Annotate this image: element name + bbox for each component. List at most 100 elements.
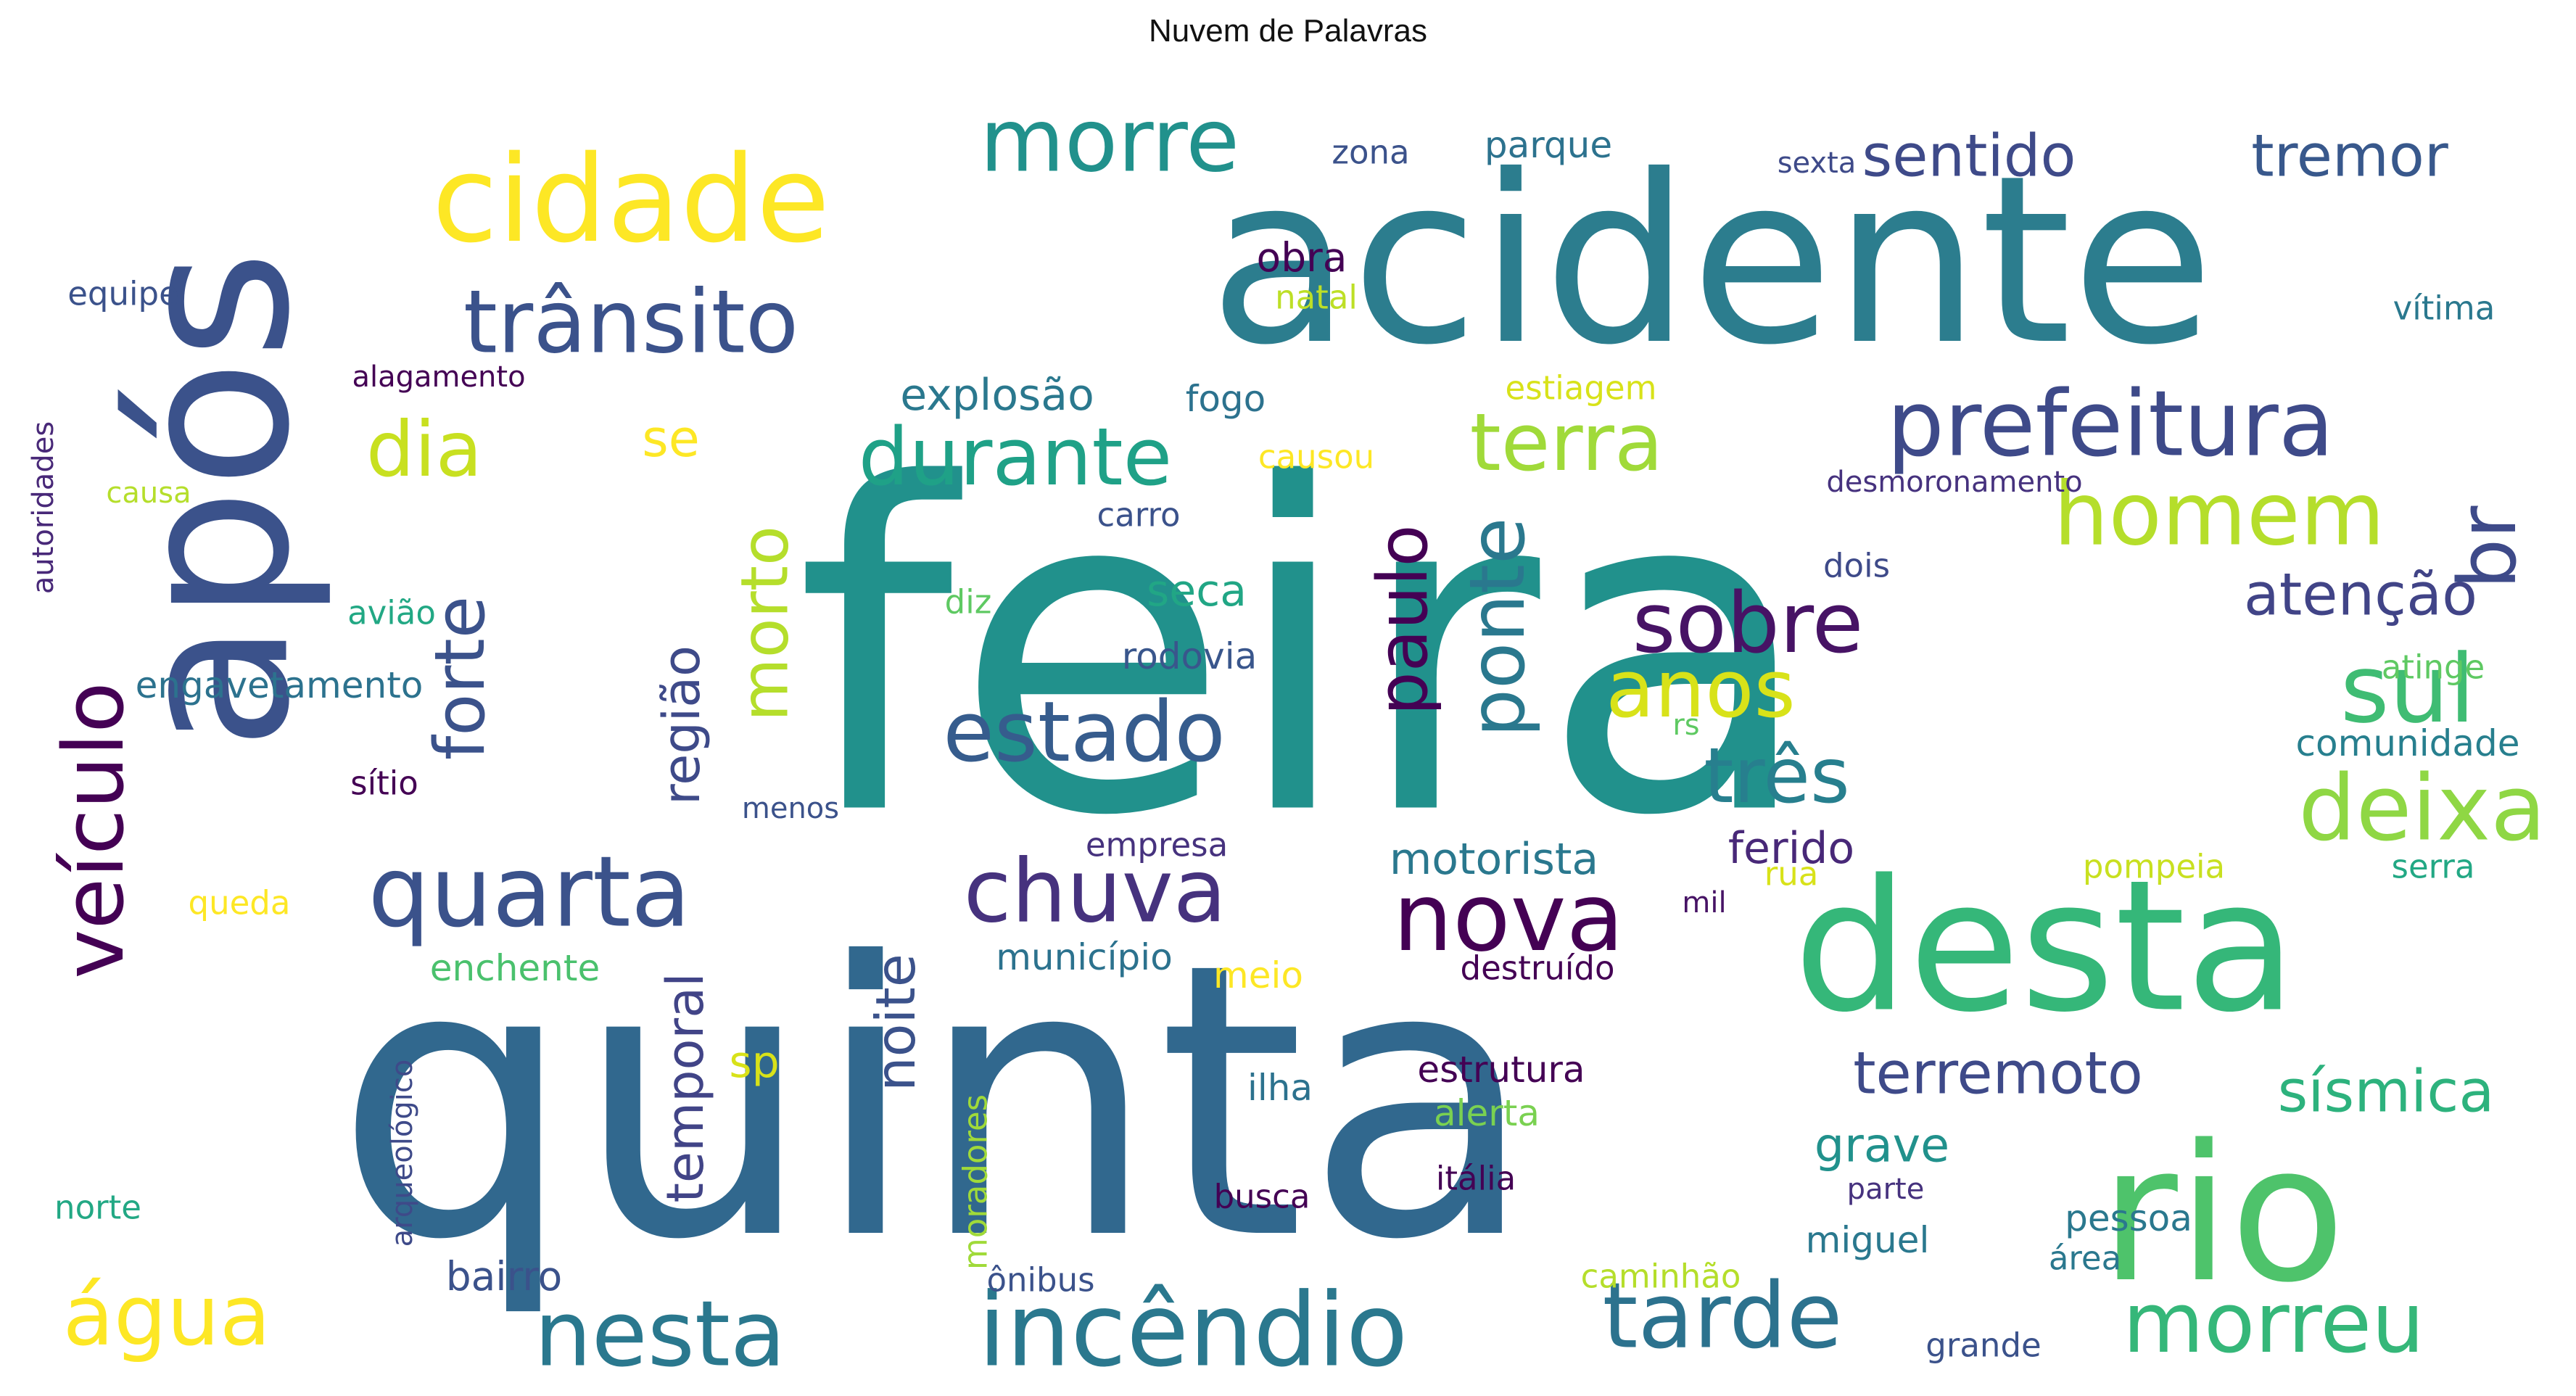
word-49: estiagem [1506, 369, 1657, 408]
word-39: explosão [900, 370, 1094, 421]
word-41: natal [1275, 278, 1358, 317]
word-1: feira [796, 392, 1816, 914]
word-15: veículo [46, 682, 143, 978]
word-10: prefeitura [1887, 372, 2334, 477]
word-36: sentido [1862, 123, 2076, 190]
word-8: trânsito [463, 273, 798, 373]
word-83: sp [729, 1037, 779, 1088]
word-31: nesta [534, 1282, 786, 1387]
word-77: enchente [430, 947, 600, 989]
word-47: alagamento [352, 360, 525, 394]
word-65: sítio [350, 764, 418, 803]
word-57: diz [945, 583, 992, 621]
word-93: itália [1436, 1160, 1516, 1198]
word-26: homem [2053, 465, 2385, 566]
word-70: queda [189, 884, 291, 922]
word-18: nova [1393, 862, 1625, 972]
word-6: rio [2100, 1105, 2345, 1324]
word-46: vítima [2393, 289, 2496, 328]
word-68: motorista [1390, 834, 1598, 885]
word-67: empresa [1086, 826, 1228, 864]
word-24: anos [1606, 643, 1796, 735]
word-29: sul [2340, 634, 2475, 744]
word-5: desta [1793, 841, 2297, 1052]
word-71: pompeia [2083, 848, 2225, 886]
word-81: terremoto [1853, 1040, 2143, 1107]
word-64: comunidade [2296, 722, 2520, 764]
word-95: pessoa [2065, 1197, 2192, 1239]
word-92: busca [1214, 1178, 1310, 1216]
word-54: desmoronamento [1826, 466, 2082, 499]
word-32: incêndio [978, 1272, 1408, 1390]
word-35: água [63, 1268, 271, 1365]
word-55: seca [1147, 566, 1247, 616]
word-13: dia [366, 405, 482, 494]
word-14: quarta [368, 835, 690, 949]
word-44: sexta [1778, 146, 1857, 180]
word-58: avião [347, 594, 436, 632]
word-43: parque [1485, 124, 1612, 166]
word-98: ônibus [986, 1261, 1094, 1300]
word-16: forte [421, 596, 500, 760]
word-28: atenção [2244, 561, 2477, 629]
word-37: tremor [2251, 123, 2448, 190]
word-50: causou [1258, 438, 1374, 476]
word-25: três [1704, 732, 1849, 820]
word-72: serra [2392, 848, 2475, 886]
word-62: região [652, 645, 711, 805]
word-73: temporal [656, 972, 715, 1202]
word-89: grave [1815, 1119, 1949, 1173]
word-45: equipe [67, 275, 179, 313]
word-85: moradores [957, 1094, 995, 1270]
word-33: tarde [1602, 1264, 1842, 1369]
word-51: autoridades [27, 421, 60, 594]
word-3: acidente [1209, 126, 2214, 396]
word-7: cidade [432, 130, 830, 269]
word-40: obra [1257, 234, 1347, 281]
word-9: morre [980, 91, 1239, 192]
word-63: rs [1672, 709, 1699, 742]
word-76: mil [1682, 886, 1726, 920]
word-11: durante [859, 410, 1173, 503]
word-22: ponte [1453, 517, 1542, 737]
word-60: engavetamento [136, 664, 424, 706]
word-53: carro [1097, 496, 1180, 534]
word-100: grande [1925, 1326, 2041, 1365]
word-88: alerta [1434, 1092, 1540, 1134]
word-30: deixa [2298, 756, 2546, 862]
word-66: menos [742, 792, 839, 825]
word-61: atinge [2382, 648, 2485, 687]
word-21: paulo [1363, 524, 1443, 715]
word-19: estado [943, 684, 1226, 781]
word-74: noite [864, 954, 928, 1091]
word-94: miguel [1806, 1219, 1930, 1261]
word-17: chuva [964, 842, 1227, 943]
word-86: ilha [1247, 1067, 1313, 1109]
word-90: parte [1847, 1173, 1925, 1206]
page-title: Nuvem de Palavras [1149, 13, 1427, 49]
word-91: norte [54, 1189, 141, 1227]
word-42: zona [1332, 133, 1409, 172]
word-59: rodovia [1122, 635, 1258, 677]
word-69: ferido [1728, 823, 1854, 874]
word-12: terra [1470, 396, 1664, 489]
word-78: município [996, 936, 1173, 978]
word-4: após [92, 250, 337, 751]
word-80: destruído [1461, 949, 1615, 988]
word-99: caminhão [1581, 1257, 1741, 1296]
word-79: meio [1213, 954, 1303, 996]
word-48: fogo [1186, 378, 1266, 420]
word-96: área [2049, 1239, 2121, 1278]
word-75: rua [1764, 855, 1819, 893]
word-34: morreu [2123, 1275, 2424, 1372]
word-2: quinta [335, 883, 1536, 1322]
word-84: arqueológico [386, 1060, 419, 1247]
word-38: se [642, 409, 700, 468]
word-20: morto [727, 526, 804, 722]
word-23: sobre [1632, 575, 1864, 672]
word-27: br [2441, 505, 2534, 590]
word-97: bairro [446, 1253, 563, 1300]
word-87: estrutura [1417, 1049, 1585, 1091]
word-52: causa [106, 476, 191, 510]
